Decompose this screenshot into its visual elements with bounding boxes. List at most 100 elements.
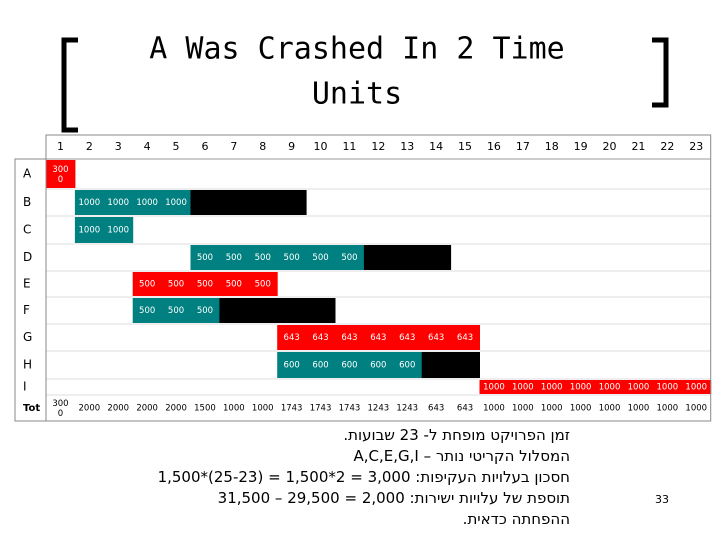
cell-value: 600 xyxy=(312,361,328,371)
cell-active xyxy=(277,352,307,378)
cell-active xyxy=(335,245,365,270)
row-label: C xyxy=(23,223,31,237)
note-line: ההפחתה כדאית. xyxy=(462,510,570,528)
cell-value: 1000 xyxy=(107,198,129,208)
column-header: 7 xyxy=(230,140,237,153)
cell-value: 1000 xyxy=(628,404,650,414)
column-header: 9 xyxy=(288,140,295,153)
cell-value: 2000 xyxy=(107,404,129,414)
cell-value: 643 xyxy=(399,333,415,343)
cell-active xyxy=(277,245,307,270)
cell-value: 500 xyxy=(139,306,155,316)
cell-value: 643 xyxy=(370,333,386,343)
title: A Was Crashed In 2 Time xyxy=(149,32,564,67)
cell-active xyxy=(74,217,105,243)
cell-value: 1743 xyxy=(281,404,303,414)
cell-value: 643 xyxy=(284,333,300,343)
cell-critical xyxy=(392,325,423,350)
cell-active xyxy=(103,190,134,215)
column-header: 22 xyxy=(660,140,674,153)
cell-critical xyxy=(421,325,452,350)
cell-value: 600 xyxy=(399,361,415,371)
cell-slack xyxy=(219,190,249,215)
cell-value: 1000 xyxy=(107,226,129,236)
page-number: 33 xyxy=(655,493,669,506)
cell-active xyxy=(219,245,249,270)
cell-value: 643 xyxy=(428,404,444,414)
cell-value: 1000 xyxy=(657,404,679,414)
cell-active xyxy=(132,190,163,215)
cell-value: 1000 xyxy=(79,226,101,236)
cell-value: 500 xyxy=(284,253,300,263)
cell-value: 1000 xyxy=(136,198,158,208)
column-header: 3 xyxy=(115,140,122,153)
column-header: 20 xyxy=(603,140,617,153)
cell-value: 500 xyxy=(226,280,242,290)
cell-value: 500 xyxy=(226,253,242,263)
cell-value: 1000 xyxy=(685,383,707,393)
column-header: 15 xyxy=(458,140,472,153)
cell-value: 600 xyxy=(284,361,300,371)
cell-slack xyxy=(363,245,394,270)
cell-critical xyxy=(219,272,249,296)
cell-active xyxy=(190,245,220,270)
column-header: 10 xyxy=(314,140,328,153)
cell-value: 600 xyxy=(370,361,386,371)
column-header: 18 xyxy=(545,140,559,153)
cell-value: 1000 xyxy=(223,404,245,414)
cell-value: 500 xyxy=(312,253,328,263)
cell-critical xyxy=(306,325,336,350)
cell-value: 1000 xyxy=(541,404,563,414)
cell-critical xyxy=(363,325,394,350)
column-header: 1 xyxy=(57,140,64,153)
cell-value: 1000 xyxy=(483,383,505,393)
cell-value: 2000 xyxy=(79,404,101,414)
column-header: 21 xyxy=(631,140,645,153)
cell-critical xyxy=(277,325,307,350)
column-header: 16 xyxy=(487,140,501,153)
note-line: המסלול הקריטי נותר – A,C,E,G,I xyxy=(353,447,570,465)
cell-active xyxy=(363,352,394,378)
column-header: 8 xyxy=(259,140,266,153)
cell-value: 2000 xyxy=(136,404,158,414)
cell-value: 643 xyxy=(341,333,357,343)
cell-critical xyxy=(624,380,654,394)
cell-value: 1000 xyxy=(657,383,679,393)
column-header: 6 xyxy=(201,140,208,153)
cell-critical xyxy=(132,272,163,296)
cell-value: 300 0 xyxy=(52,165,68,185)
column-header: 13 xyxy=(400,140,414,153)
cell-value: 1000 xyxy=(685,404,707,414)
cell-critical xyxy=(248,272,278,296)
cell-critical xyxy=(566,380,596,394)
notes: זמן הפרויקט מופחת ל- 23 שבועות. המסלול הק… xyxy=(120,425,570,530)
cell-value: 1000 xyxy=(541,383,563,393)
cell-slack xyxy=(190,190,220,215)
cell-value: 1000 xyxy=(570,383,592,393)
cell-critical xyxy=(450,325,480,350)
cell-value: 1243 xyxy=(368,404,390,414)
cell-value: 1743 xyxy=(310,404,332,414)
row-label: F xyxy=(23,303,30,317)
cell-active xyxy=(306,245,336,270)
cell-critical xyxy=(479,380,509,394)
cell-value: 1000 xyxy=(570,404,592,414)
cell-critical xyxy=(681,380,712,394)
cell-value: 300 0 xyxy=(52,399,68,419)
cell-value: 500 xyxy=(168,280,184,290)
cell-value: 1743 xyxy=(339,404,361,414)
cell-value: 643 xyxy=(428,333,444,343)
row-label: A xyxy=(23,167,32,181)
column-header: 23 xyxy=(689,140,703,153)
cell-value: 500 xyxy=(197,306,213,316)
cell-value: 500 xyxy=(168,306,184,316)
cell-value: 1243 xyxy=(396,404,418,414)
cell-slack xyxy=(421,352,452,378)
cell-slack xyxy=(277,298,307,323)
note-line: חסכון בעלויות העקיפות: 3,000 = 2*1,500 =… xyxy=(157,468,570,486)
column-header: 2 xyxy=(86,140,93,153)
cell-critical xyxy=(161,272,191,296)
cell-value: 1000 xyxy=(79,198,101,208)
